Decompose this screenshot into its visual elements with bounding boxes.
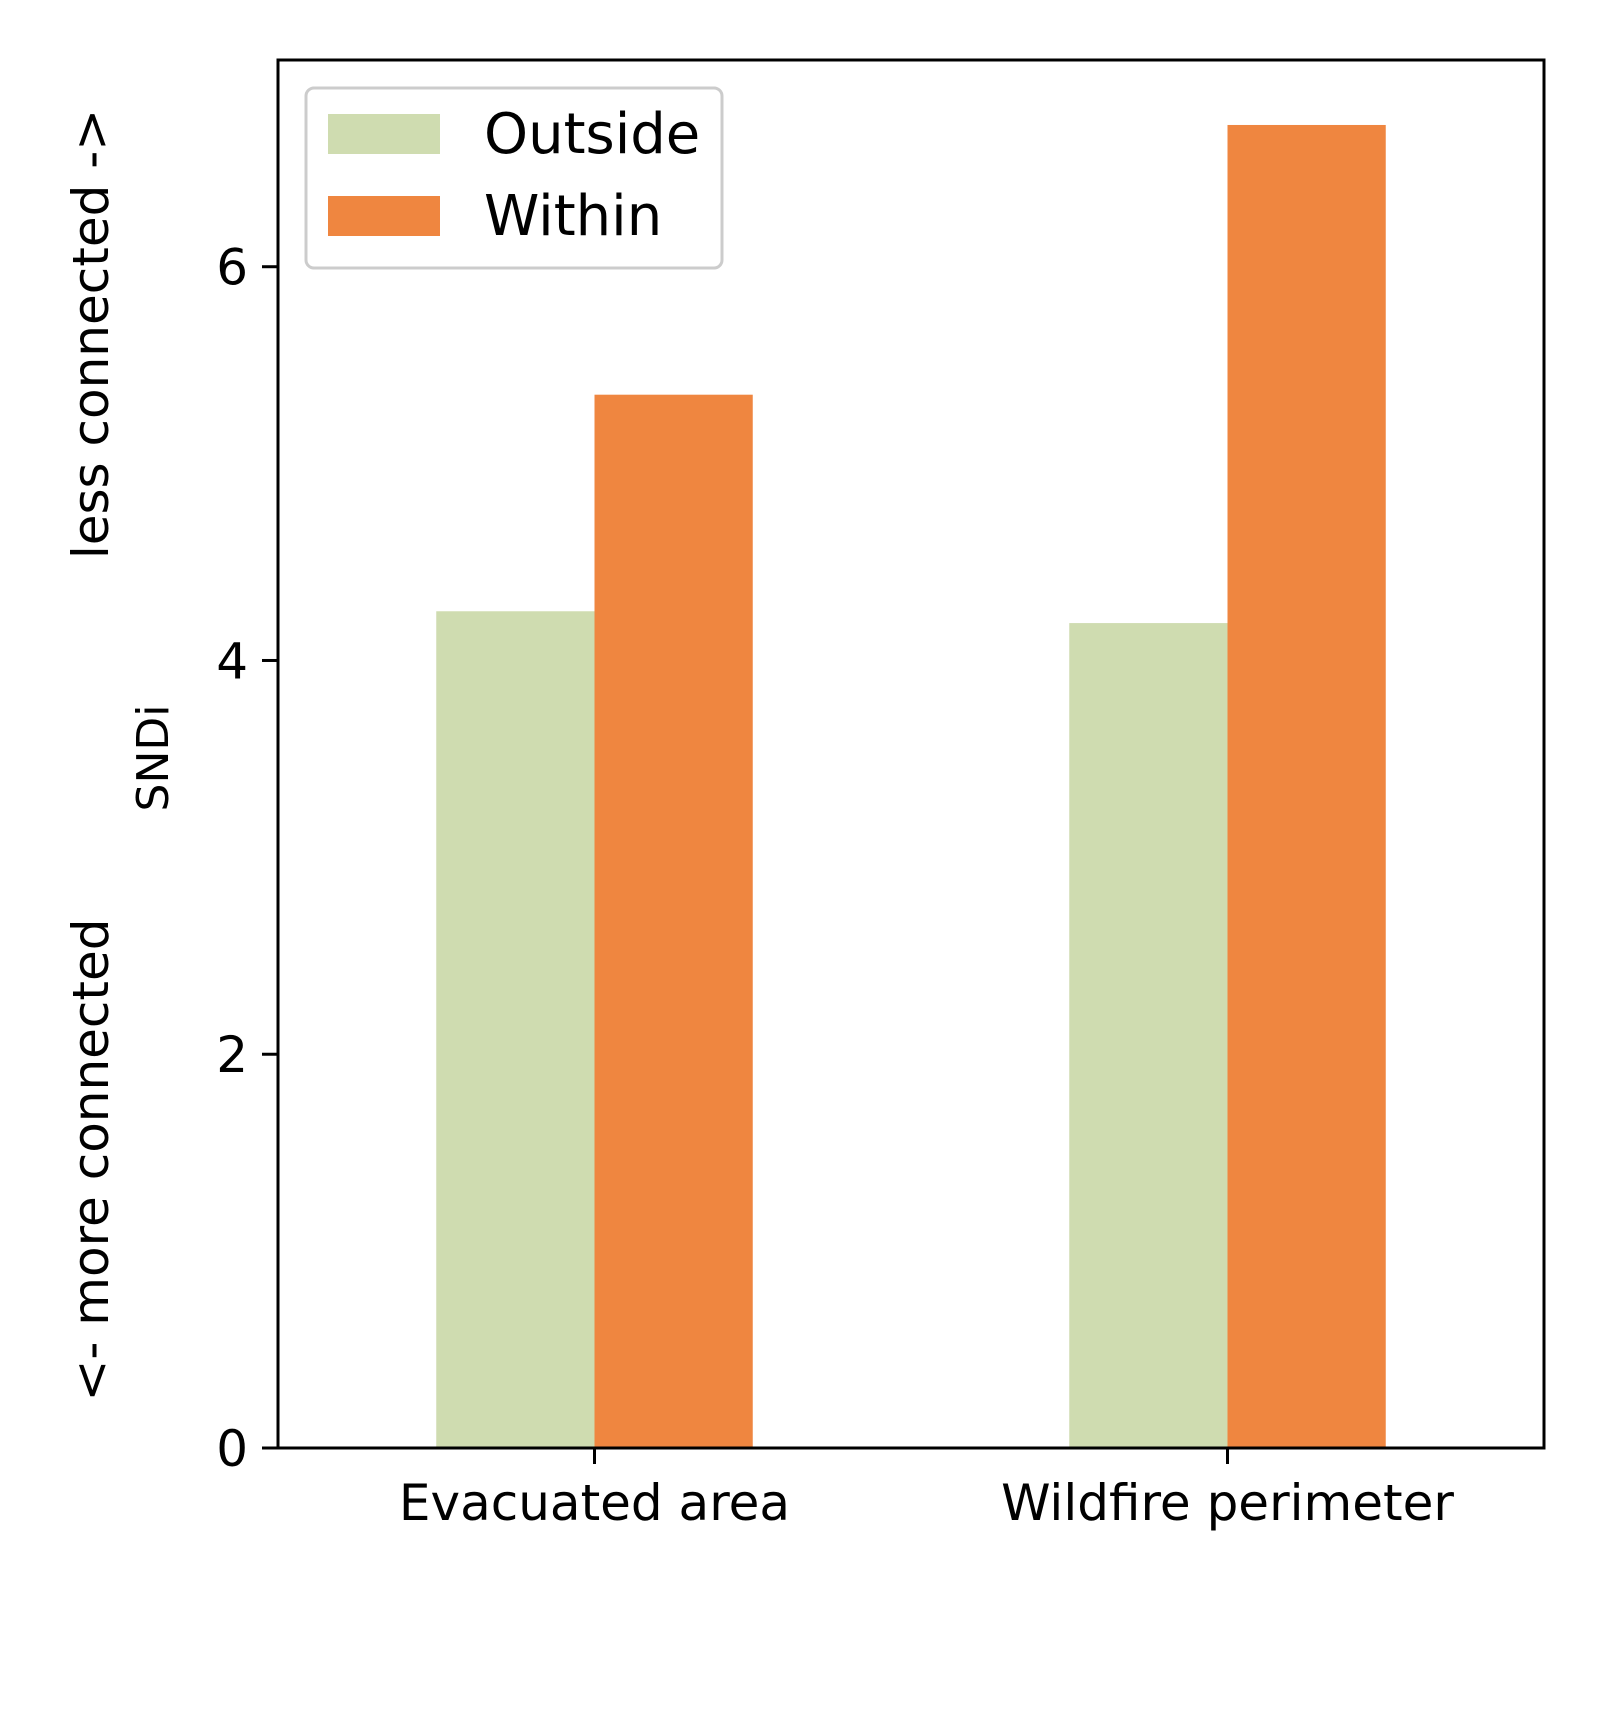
bar-outside-wildfire-perimeter — [1069, 623, 1228, 1448]
annotation-less-connected: less connected -> — [62, 109, 120, 559]
annotation-more-connected: <- more connected — [62, 918, 120, 1401]
y-axis-label: SNDi — [128, 705, 179, 812]
bar-within-wildfire-perimeter — [1227, 124, 1386, 1448]
bar-outside-evacuated-area — [436, 611, 595, 1448]
legend: Outside Within — [304, 86, 724, 270]
x-tick-label: Wildfire perimeter — [1001, 1474, 1454, 1532]
legend-label-within: Within — [484, 184, 662, 249]
y-tick-label: 4 — [216, 632, 248, 690]
y-tick-label: 2 — [216, 1026, 248, 1084]
bars — [436, 124, 1386, 1448]
x-tick-label: Evacuated area — [399, 1474, 790, 1532]
y-tick-label: 6 — [216, 239, 248, 297]
legend-swatch-outside — [328, 114, 440, 154]
legend-label-outside: Outside — [484, 102, 700, 167]
y-tick-label: 0 — [216, 1420, 248, 1478]
bar-within-evacuated-area — [594, 394, 753, 1448]
legend-swatch-within — [328, 196, 440, 236]
axis-ticks: 0 2 4 6 Evacuated area Wildfire perimeter — [216, 239, 1454, 1532]
plot-frame — [276, 58, 1546, 1450]
